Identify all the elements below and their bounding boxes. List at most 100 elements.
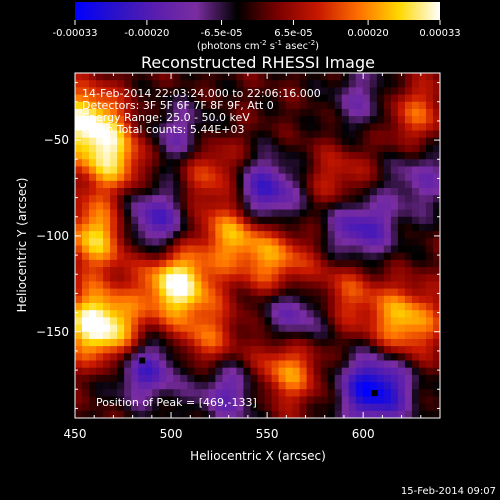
heatmap-cell (194, 173, 202, 182)
heatmap-cell (292, 159, 301, 168)
heatmap-cell (271, 73, 280, 81)
heatmap-cell (278, 159, 287, 168)
heatmap-cell (180, 144, 188, 153)
heatmap-cell (96, 173, 104, 182)
heatmap-cell (215, 274, 224, 283)
heatmap-cell (299, 144, 308, 153)
heatmap-cell (110, 180, 118, 189)
heatmap-cell (236, 159, 245, 168)
heatmap-cell (320, 216, 329, 225)
heatmap-cell (411, 188, 420, 196)
heatmap-cell (194, 87, 202, 96)
heatmap-cell (131, 281, 139, 290)
heatmap-cell (89, 303, 97, 311)
heatmap-cell (152, 209, 160, 218)
heatmap-cell (264, 238, 273, 247)
heatmap-cell (75, 353, 83, 362)
heatmap-cell (390, 80, 399, 88)
heatmap-cell (390, 223, 399, 232)
heatmap-cell (418, 295, 427, 304)
heatmap-cell (173, 80, 181, 88)
heatmap-cell (131, 101, 139, 110)
heatmap-cell (306, 238, 315, 247)
heatmap-cell (418, 223, 427, 232)
heatmap-cell (390, 101, 399, 110)
heatmap-cell (208, 137, 216, 146)
heatmap-cell (341, 130, 350, 139)
heatmap-cell (271, 346, 280, 354)
heatmap-cell (327, 209, 336, 218)
heatmap-cell (152, 331, 160, 340)
heatmap-cell (243, 396, 252, 405)
heatmap-cell (215, 324, 224, 333)
heatmap-cell (271, 324, 280, 333)
heatmap-cell (131, 152, 139, 160)
heatmap-cell (285, 80, 294, 88)
heatmap-cell (250, 367, 259, 376)
heatmap-cell (194, 267, 202, 275)
heatmap-cell (103, 396, 111, 405)
heatmap-cell (215, 73, 224, 81)
heatmap-cell (320, 159, 329, 168)
heatmap-cell (131, 346, 139, 354)
heatmap-cell (222, 410, 231, 418)
heatmap-cell (75, 382, 83, 390)
heatmap-cell (418, 338, 427, 347)
heatmap-cell (229, 101, 238, 110)
heatmap-cell (432, 317, 440, 326)
heatmap-cell (152, 123, 160, 132)
heatmap-cell (327, 331, 336, 340)
heatmap-cell (292, 346, 301, 354)
heatmap-cell (327, 166, 336, 175)
heatmap-cell (278, 281, 287, 290)
peak-marker (371, 390, 378, 397)
heatmap-cell (313, 80, 322, 88)
heatmap-cell (173, 303, 181, 311)
heatmap-cell (82, 209, 90, 218)
heatmap-cell (173, 331, 181, 340)
heatmap-cell (411, 252, 420, 261)
heatmap-cell (369, 80, 378, 88)
heatmap-cell (334, 80, 343, 88)
heatmap-cell (383, 73, 392, 81)
heatmap-cell (376, 195, 385, 203)
heatmap-cell (257, 317, 266, 326)
heatmap-cell (404, 231, 413, 239)
heatmap-cell (348, 303, 357, 311)
heatmap-cell (82, 310, 90, 318)
heatmap-cell (299, 188, 308, 196)
heatmap-cell (166, 303, 174, 311)
heatmap-cell (397, 281, 406, 290)
heatmap-cell (180, 410, 188, 418)
heatmap-cell (418, 231, 427, 239)
heatmap-cell (264, 288, 273, 297)
heatmap-cell (159, 410, 167, 418)
heatmap-cell (418, 259, 427, 268)
heatmap-cell (334, 144, 343, 153)
heatmap-cell (89, 152, 97, 160)
heatmap-cell (362, 231, 371, 239)
heatmap-cell (425, 87, 434, 96)
heatmap-cell (404, 116, 413, 124)
heatmap-cell (355, 274, 364, 283)
heatmap-cell (236, 216, 245, 225)
heatmap-cell (180, 403, 188, 412)
heatmap-cell (432, 195, 440, 203)
heatmap-cell (96, 374, 104, 383)
heatmap-cell (285, 137, 294, 146)
heatmap-cell (243, 152, 252, 160)
heatmap-cell (348, 281, 357, 290)
heatmap-cell (243, 382, 252, 390)
heatmap-cell (159, 382, 167, 390)
heatmap-cell (369, 252, 378, 261)
heatmap-cell (222, 108, 231, 117)
heatmap-cell (264, 216, 273, 225)
heatmap-cell (411, 338, 420, 347)
heatmap-cell (362, 367, 371, 376)
heatmap-cell (145, 209, 153, 218)
heatmap-cell (82, 94, 90, 103)
heatmap-cell (425, 281, 434, 290)
heatmap-cell (320, 80, 329, 88)
heatmap-cell (229, 346, 238, 354)
